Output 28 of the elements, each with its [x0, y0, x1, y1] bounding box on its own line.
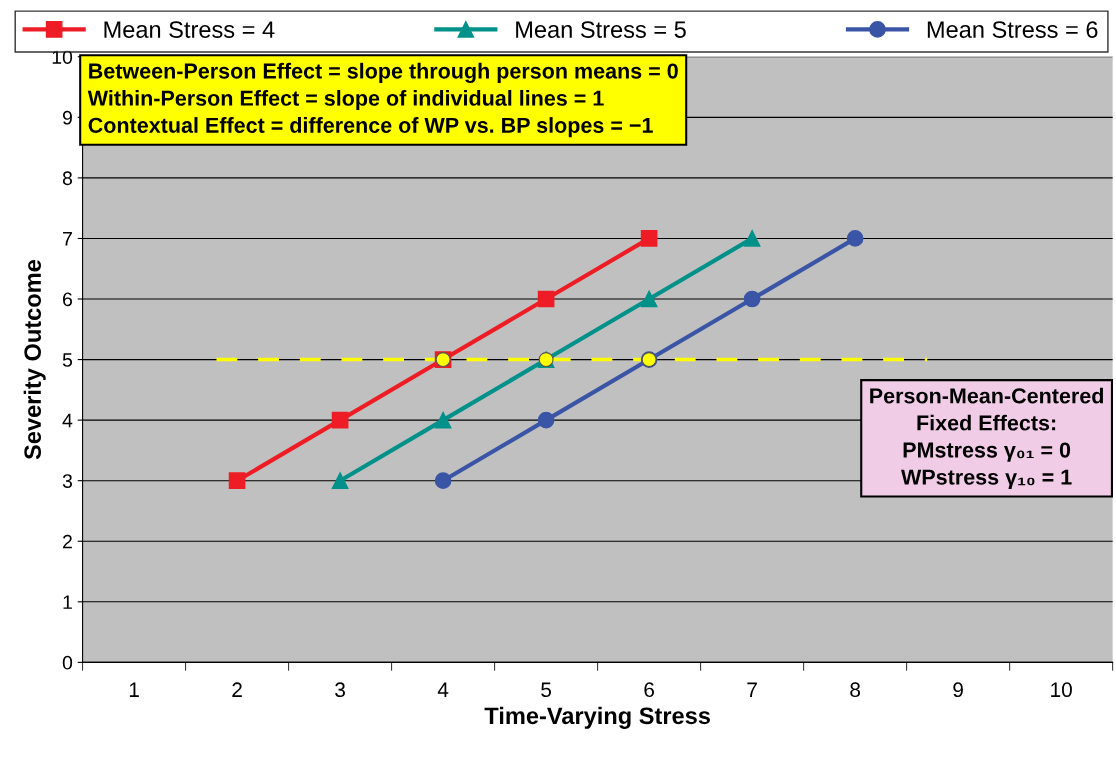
y-tick-label: 0: [62, 655, 73, 670]
y-tick-label: 1: [63, 595, 72, 609]
y-tick-label: 9: [62, 110, 72, 125]
y-tick-label: 3: [62, 474, 73, 488]
annotation: Between-Person Effect = slope through person means = 0 Within-Person Effect = slope of individual lines = 1 Contextual Effect = difference of WP vs. BP slopes = −1: [87, 62, 678, 138]
y-tick-label: 10: [52, 50, 73, 65]
y-tick-label: 8: [62, 171, 73, 186]
x-tick-label: 3: [335, 682, 345, 698]
annotation: Person-Mean-Centered Fixed Effects: PMstress γ₀₁ = 0 WPstress γ₁₀ = 1: [870, 387, 1104, 489]
y-tick-label: 5: [62, 353, 73, 367]
x-tick-label: 4: [437, 682, 449, 697]
y-tick-label: 6: [63, 292, 73, 307]
x-tick-label: 7: [747, 682, 757, 697]
y-tick-label: 4: [62, 413, 73, 428]
x-tick-label: 10: [1051, 682, 1072, 698]
x-tick-label: 2: [232, 682, 242, 697]
y-axis-title: Severity Outcome: [23, 259, 46, 460]
legend-label: Mean Stress = 6: [927, 21, 1098, 38]
x-tick-label: 8: [850, 682, 861, 698]
x-tick-label: 9: [953, 682, 963, 698]
legend-label: Mean Stress = 5: [516, 21, 686, 38]
legend-label: Mean Stress = 4: [104, 21, 275, 38]
x-tick-label: 5: [541, 682, 552, 698]
x-axis-title: Time-Varying Stress: [484, 706, 710, 729]
x-tick-label: 6: [644, 682, 654, 698]
y-tick-label: 7: [63, 232, 72, 246]
x-tick-label: 1: [129, 682, 139, 697]
y-tick-label: 2: [63, 534, 72, 549]
